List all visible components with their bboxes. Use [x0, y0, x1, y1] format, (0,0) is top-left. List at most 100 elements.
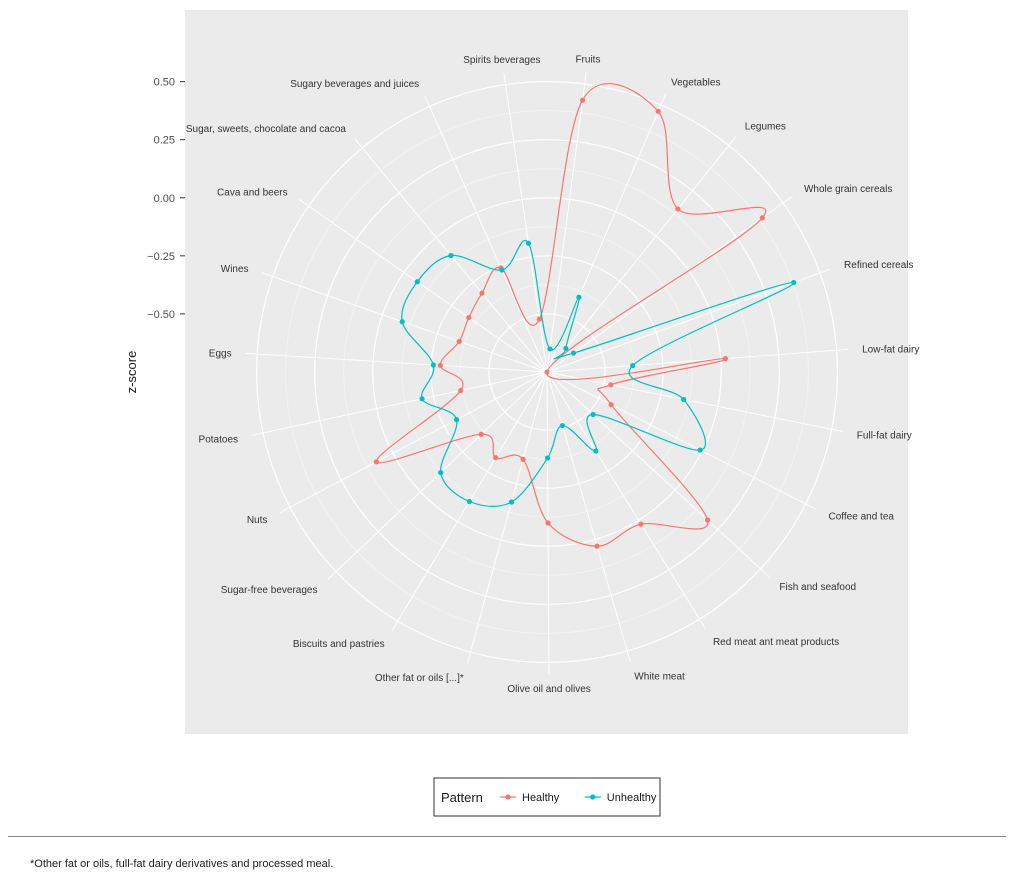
grid-spoke	[245, 352, 548, 373]
grid-spoke	[424, 95, 548, 373]
axis-layer: 0.50 0.25 0.00 −0.25 −0.50	[147, 77, 185, 321]
healthy-point	[722, 356, 728, 362]
unhealthy-point	[563, 345, 569, 352]
grid-circle-minor	[343, 168, 751, 576]
unhealthy-point	[499, 267, 505, 273]
y-tick-label: 0.50	[154, 77, 175, 89]
category-label: White meat	[634, 672, 685, 683]
category-label: Full-fat dairy	[857, 430, 912, 441]
unhealthy-point	[791, 279, 797, 286]
grid-spoke	[546, 371, 770, 578]
unhealthy-legend-key-point	[590, 794, 596, 800]
unhealthy-point	[508, 499, 515, 505]
grid-spoke	[546, 371, 631, 663]
unhealthy-point	[630, 362, 636, 369]
healthy-point	[373, 459, 379, 465]
legend-title: Pattern	[441, 790, 483, 805]
unhealthy-point	[547, 346, 553, 352]
grid-circle	[430, 255, 664, 489]
healthy-legend-key-point	[505, 794, 511, 800]
unhealthy-point	[466, 498, 472, 505]
y-tick-label: −0.50	[147, 309, 175, 321]
y-tick-label: −0.25	[147, 251, 175, 263]
unhealthy-point	[697, 447, 703, 453]
grid-circle-minor	[285, 110, 809, 634]
healthy-point	[608, 382, 614, 388]
category-label: Sugar-free beverages	[221, 585, 318, 596]
category-label: Other fat or oils [...]*	[375, 673, 464, 684]
category-label: Sugary beverages and juices	[290, 79, 419, 90]
y-axis-title: z-score	[124, 351, 139, 394]
grid-spoke	[466, 371, 548, 664]
unhealthy-point	[559, 422, 565, 429]
category-label: Fruits	[575, 55, 600, 66]
grid-spoke	[546, 268, 832, 373]
healthy-point	[594, 543, 600, 549]
healthy-series-line	[375, 83, 767, 547]
healthy-point	[478, 431, 484, 437]
category-label: Nuts	[247, 515, 268, 526]
footnote: *Other fat or oils, full-fat dairy deriv…	[30, 858, 334, 870]
unhealthy-point	[438, 469, 444, 476]
healthy-point	[608, 402, 614, 408]
divider	[8, 836, 1006, 837]
unhealthy-point	[399, 319, 405, 325]
healthy-point	[493, 455, 499, 461]
grid-spoke	[546, 195, 793, 373]
legend: Pattern Healthy Unhealthy	[433, 777, 661, 817]
category-label: Fish and seafood	[779, 582, 856, 593]
category-label: Biscuits and pastries	[293, 639, 385, 650]
category-label: Spirits beverages	[463, 55, 540, 66]
unhealthy-point	[593, 448, 599, 454]
grid-spoke	[546, 136, 737, 373]
grid-spoke	[503, 73, 548, 373]
unhealthy-point	[576, 294, 582, 300]
grid-circle-minor	[401, 226, 693, 518]
healthy-legend-label: Healthy	[522, 792, 560, 804]
category-label: Red meat ant meat products	[713, 637, 839, 648]
grid-spoke	[546, 371, 817, 510]
healthy-point	[456, 338, 462, 345]
category-label: Eggs	[209, 349, 232, 360]
unhealthy-point	[590, 411, 596, 418]
healthy-point	[579, 97, 586, 103]
grid-spoke	[327, 371, 548, 580]
grid-layer	[245, 72, 849, 674]
healthy-point	[655, 108, 661, 114]
grid-spoke	[546, 371, 707, 630]
category-label: Potatoes	[199, 434, 238, 445]
unhealthy-point	[414, 279, 420, 285]
healthy-point	[544, 369, 550, 375]
healthy-point	[520, 456, 526, 462]
category-label: Vegetables	[671, 77, 721, 88]
healthy-point	[704, 517, 711, 523]
category-label: Refined cereals	[844, 260, 913, 271]
healthy-point	[437, 362, 443, 369]
healthy-point	[759, 215, 765, 221]
grid-spoke	[279, 371, 548, 514]
unhealthy-point	[430, 362, 436, 368]
category-label: Whole grain cereals	[804, 184, 892, 195]
legend-box	[433, 777, 661, 817]
healthy-point	[638, 521, 644, 527]
category-label: Coffee and tea	[829, 512, 895, 523]
y-tick-label: 0.00	[154, 193, 175, 205]
unhealthy-point	[544, 455, 551, 461]
healthy-point	[545, 520, 551, 526]
grid-circle	[256, 81, 838, 663]
unhealthy-point	[448, 252, 454, 259]
healthy-point	[536, 316, 542, 322]
grid-spoke	[546, 371, 844, 432]
unhealthy-point	[570, 350, 577, 356]
unhealthy-point	[419, 396, 425, 402]
series-layer	[373, 83, 797, 549]
grid-spoke	[546, 348, 849, 373]
grid-spoke	[251, 371, 548, 436]
unhealthy-point	[453, 417, 460, 423]
category-label: Low-fat dairy	[862, 344, 919, 355]
healthy-point	[675, 206, 681, 212]
category-label: Olive oil and olives	[507, 684, 590, 695]
category-label: Wines	[221, 264, 249, 275]
category-label: Cava and beers	[217, 187, 288, 198]
